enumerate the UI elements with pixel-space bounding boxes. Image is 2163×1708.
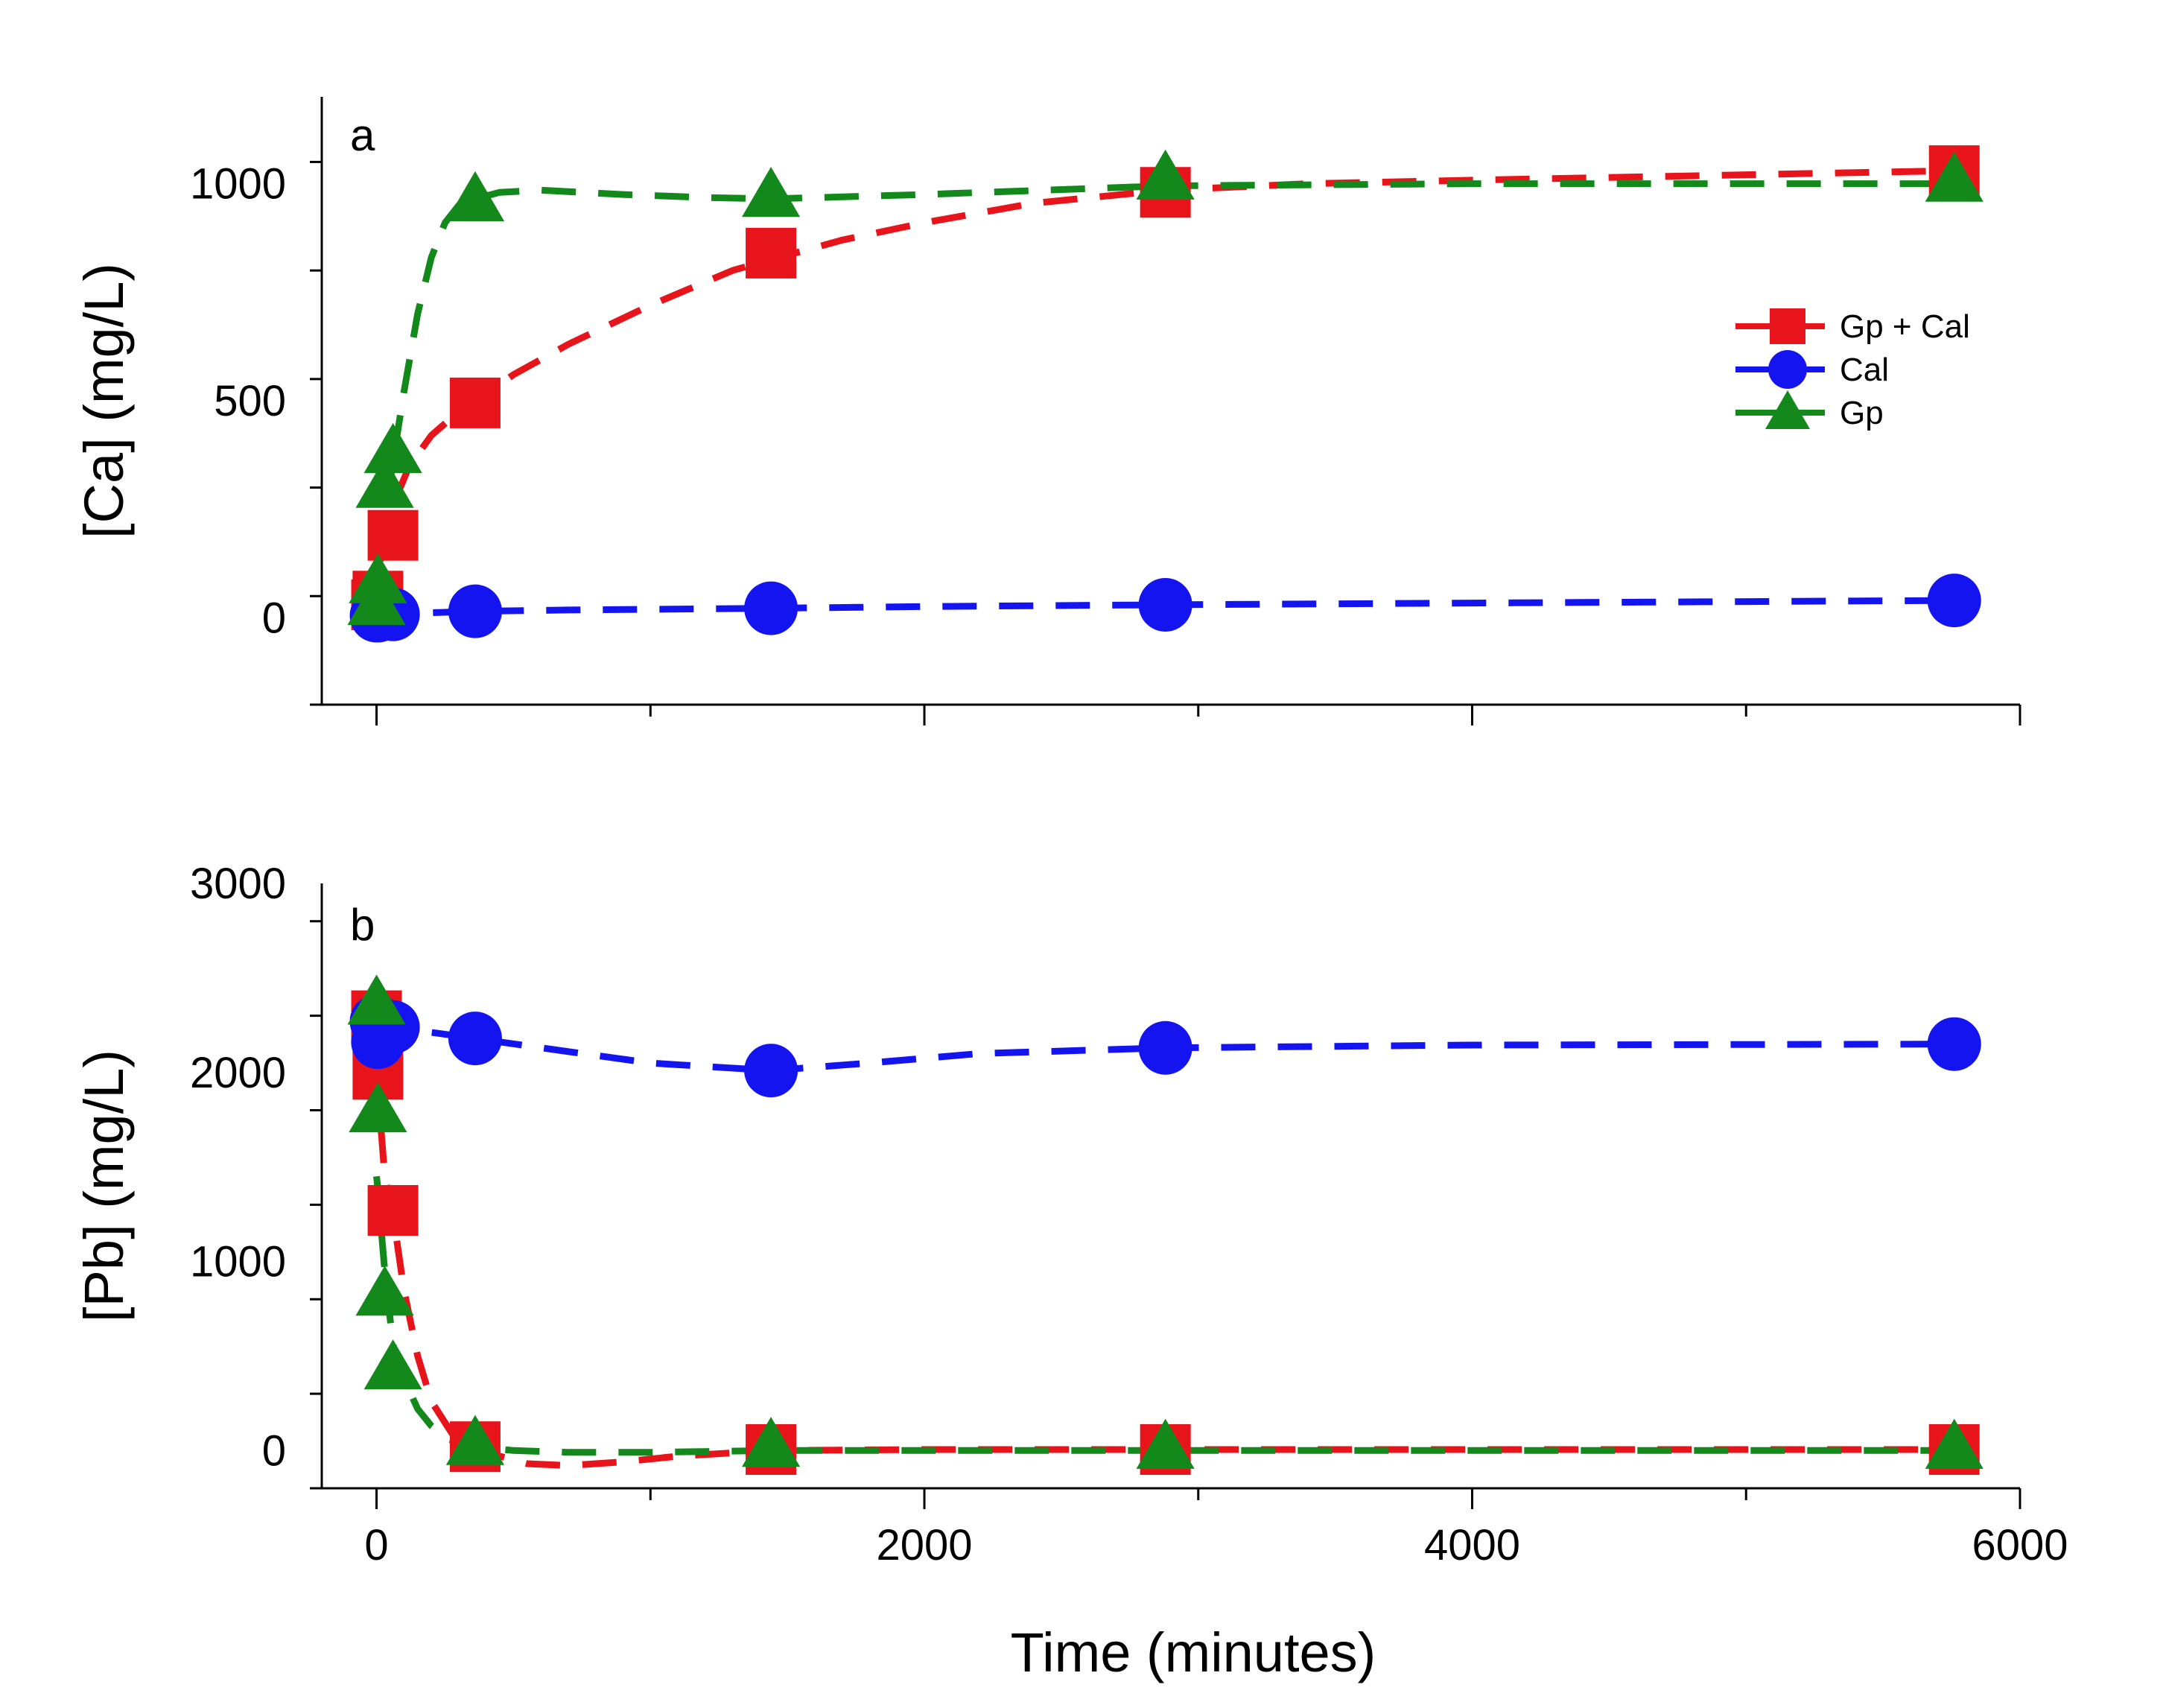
triangle-marker	[445, 171, 505, 222]
panel-letter: b	[350, 900, 375, 950]
x-axis-title: Time (minutes)	[1011, 1622, 1376, 1683]
triangle-marker	[355, 1266, 414, 1316]
circle-marker	[1927, 1017, 1981, 1071]
triangle-marker	[741, 1417, 801, 1467]
circle-marker	[1138, 1020, 1192, 1075]
square-marker	[449, 377, 501, 428]
x-tick-label: 2000	[877, 1521, 973, 1569]
circle-marker	[744, 1044, 798, 1098]
triangle-marker	[1136, 149, 1195, 200]
triangle-marker	[1925, 151, 1983, 202]
y-tick-label: 3000	[190, 860, 286, 908]
triangle-marker	[363, 422, 422, 474]
triangle-marker	[349, 1082, 407, 1133]
circle-marker	[448, 1012, 502, 1066]
series-line	[373, 1175, 1954, 1456]
series-line	[373, 180, 1954, 618]
axis-frame	[320, 883, 2020, 1490]
circle-marker	[1927, 574, 1981, 628]
y-tick-label: 0	[262, 1426, 286, 1475]
legend-circle-marker	[1768, 350, 1807, 389]
y-axis-title: [Ca] (mg/L)	[73, 263, 135, 539]
triangle-marker	[1136, 1418, 1195, 1469]
x-tick-label: 6000	[1972, 1521, 2068, 1569]
triangle-marker	[741, 167, 801, 218]
series-line	[373, 1072, 1954, 1470]
legend-label: Cal	[1840, 352, 1889, 388]
circle-marker	[1138, 577, 1192, 632]
y-tick-label: 2000	[190, 1049, 286, 1097]
triangle-marker	[1925, 1418, 1983, 1469]
triangle-marker	[363, 1339, 422, 1390]
triangle-marker	[445, 1415, 505, 1465]
square-marker	[746, 227, 797, 279]
x-tick-label: 0	[364, 1521, 388, 1569]
circle-marker	[448, 584, 502, 638]
triangle-marker	[355, 457, 414, 508]
y-tick-label: 1000	[190, 160, 286, 209]
series-line	[373, 167, 1954, 610]
legend-square-marker	[1770, 308, 1805, 344]
y-tick-label: 0	[262, 594, 286, 642]
x-tick-label: 4000	[1424, 1521, 1520, 1569]
legend-label: Gp	[1840, 395, 1884, 431]
legend-triangle-marker	[1765, 390, 1810, 429]
y-tick-label: 1000	[190, 1238, 286, 1286]
panel-b: 0 1000 2000 3000 0 2000 4000 6000 Time (minutes)…	[73, 860, 2068, 1683]
triangle-marker	[347, 974, 406, 1025]
y-axis-title: [Pb] (mg/L)	[73, 1050, 135, 1322]
square-marker	[367, 1184, 419, 1236]
panel-a: 0 500 1000 [Ca] (mg/L) a Gp + Cal Cal Gp	[73, 97, 2021, 726]
series-line	[376, 597, 1954, 619]
square-marker	[367, 509, 419, 561]
triangle-marker	[349, 553, 407, 603]
panel-letter: a	[350, 110, 375, 160]
legend-label: Gp + Cal	[1840, 308, 1970, 345]
y-tick-label: 500	[214, 377, 286, 425]
circle-marker	[744, 581, 798, 635]
